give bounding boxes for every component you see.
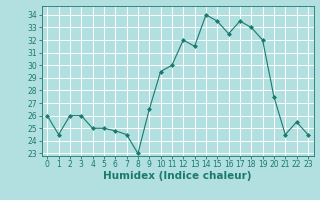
- X-axis label: Humidex (Indice chaleur): Humidex (Indice chaleur): [103, 171, 252, 181]
